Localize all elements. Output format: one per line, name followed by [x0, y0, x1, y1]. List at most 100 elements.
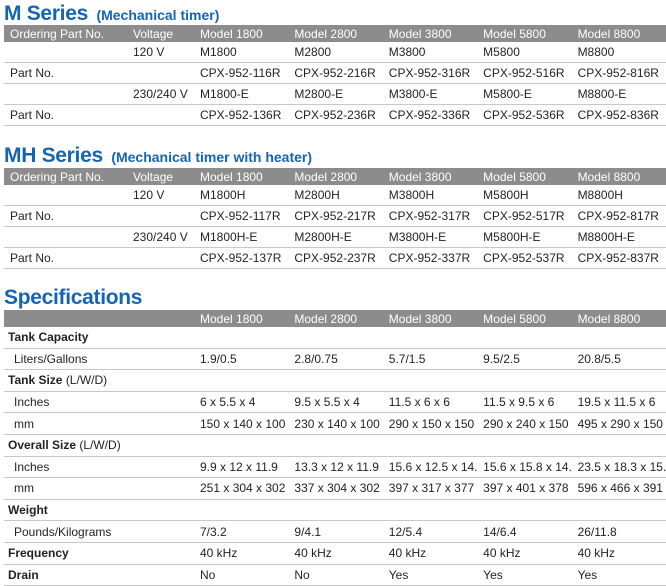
voltage-cell: [119, 205, 194, 227]
table-cell: Yes: [382, 564, 478, 586]
table-cell: CPX-952-336R: [382, 104, 478, 126]
column-header: Model 2800: [288, 25, 383, 42]
row-label: mm: [4, 412, 194, 435]
voltage-cell: 120 V: [119, 185, 194, 206]
table-row: 230/240 V M1800-E M2800-E M3800-E M5800-E M88…: [4, 83, 666, 105]
mh-series-subtitle: (Mechanical timer with heater): [111, 149, 313, 165]
table-cell: 40 kHz: [477, 542, 572, 565]
table-cell: 9.9 x 12 x 11.9: [194, 456, 289, 479]
table-cell: CPX-952-516R: [477, 62, 572, 84]
table-row: Drain No No Yes Yes Yes: [4, 564, 666, 586]
table-cell: 337 x 304 x 302: [288, 477, 383, 500]
table-cell: M2800-E: [288, 83, 383, 105]
table-cell: 596 x 466 x 391: [571, 477, 666, 500]
column-header: Model 2800: [288, 310, 383, 327]
table-cell: CPX-952-217R: [288, 205, 383, 227]
table-cell: 23.5 x 18.3 x 15.4: [571, 456, 666, 479]
group-row: Overall Size (L/W/D): [4, 434, 666, 457]
empty-header-cell: [119, 310, 194, 327]
table-cell: CPX-952-317R: [382, 205, 478, 227]
row-label: Part No.: [4, 247, 119, 269]
table-row: Part No. CPX-952-116R CPX-952-216R CPX-952-…: [4, 62, 666, 84]
table-cell: 230 x 140 x 100: [288, 412, 383, 435]
row-label: [4, 226, 119, 248]
column-header: Model 3800: [382, 168, 478, 185]
table-cell: M8800: [571, 42, 666, 63]
table-cell: CPX-952-817R: [571, 205, 666, 227]
row-label: Frequency: [4, 542, 194, 565]
column-header: Model 3800: [382, 310, 478, 327]
group-row: Weight: [4, 499, 666, 522]
table-cell: 150 x 140 x 100: [194, 412, 289, 435]
row-label: mm: [4, 477, 194, 500]
table-cell: 11.5 x 6 x 6: [382, 391, 478, 414]
table-cell: M8800H: [571, 185, 666, 206]
table-cell: CPX-952-137R: [194, 247, 289, 269]
table-cell: CPX-952-816R: [571, 62, 666, 84]
group-unit: (L/W/D): [65, 373, 108, 388]
column-header: Voltage: [119, 168, 194, 185]
table-row: mm 251 x 304 x 302 337 x 304 x 302 397 x 31…: [4, 477, 666, 500]
column-header: Model 1800: [194, 310, 289, 327]
table-cell: 40 kHz: [288, 542, 383, 565]
table-cell: M5800H: [477, 185, 572, 206]
row-label: Pounds/Kilograms: [4, 520, 194, 543]
row-label: Inches: [4, 391, 194, 414]
table-cell: M3800-E: [382, 83, 478, 105]
column-header: Ordering Part No.: [4, 168, 119, 185]
table-cell: CPX-952-237R: [288, 247, 383, 269]
table-row: Liters/Gallons 1.9/0.5 2.8/0.75 5.7/1.5 9.5/…: [4, 348, 666, 371]
table-cell: CPX-952-337R: [382, 247, 478, 269]
table-cell: 2.8/0.75: [288, 348, 383, 371]
group-label: Overall Size (L/W/D): [4, 434, 666, 457]
table-cell: 20.8/5.5: [571, 348, 666, 371]
table-cell: M1800-E: [194, 83, 289, 105]
table-row: Inches 6 x 5.5 x 4 9.5 x 5.5 x 4 11.5 x 6 x…: [4, 391, 666, 414]
table-cell: 397 x 317 x 377: [382, 477, 478, 500]
table-cell: 19.5 x 11.5 x 6: [571, 391, 666, 414]
header-row: Ordering Part No. Voltage Model 1800 Model …: [4, 25, 666, 42]
group-title: Weight: [8, 503, 48, 518]
m-series-table: Ordering Part No. Voltage Model 1800 Model …: [4, 25, 666, 126]
mh-series-heading: MH Series (Mechanical timer with heater): [4, 144, 312, 168]
table-cell: M1800H-E: [194, 226, 289, 248]
empty-header-cell: [4, 310, 119, 327]
table-cell: M3800H-E: [382, 226, 478, 248]
table-cell: CPX-952-216R: [288, 62, 383, 84]
table-cell: M8800-E: [571, 83, 666, 105]
table-row: Frequency 40 kHz 40 kHz 40 kHz 40 kHz 40 kHz: [4, 542, 666, 565]
table-cell: CPX-952-316R: [382, 62, 478, 84]
table-cell: M5800H-E: [477, 226, 572, 248]
table-row: 230/240 V M1800H-E M2800H-E M3800H-E M5800H-…: [4, 226, 666, 248]
table-cell: M3800: [382, 42, 478, 63]
group-label: Weight: [4, 499, 666, 522]
row-label: Inches: [4, 456, 194, 479]
voltage-cell: [119, 62, 194, 84]
voltage-cell: 120 V: [119, 42, 194, 63]
column-header: Model 8800: [571, 25, 666, 42]
column-header: Model 1800: [194, 168, 289, 185]
table-cell: CPX-952-537R: [477, 247, 572, 269]
table-cell: M8800H-E: [571, 226, 666, 248]
table-cell: CPX-952-117R: [194, 205, 289, 227]
table-cell: M2800H: [288, 185, 383, 206]
row-label: [4, 42, 119, 63]
table-cell: 6 x 5.5 x 4: [194, 391, 289, 414]
table-cell: M3800H: [382, 185, 478, 206]
row-label: Part No.: [4, 205, 119, 227]
table-cell: 397 x 401 x 378: [477, 477, 572, 500]
column-header: Model 1800: [194, 25, 289, 42]
table-cell: 251 x 304 x 302: [194, 477, 289, 500]
column-header: Model 8800: [571, 168, 666, 185]
header-row: Model 1800 Model 2800 Model 3800 Model 5800…: [4, 310, 666, 327]
header-row: Ordering Part No. Voltage Model 1800 Model …: [4, 168, 666, 185]
group-row: Tank Size (L/W/D): [4, 369, 666, 392]
table-cell: 12/5.4: [382, 520, 478, 543]
m-series-heading: M Series (Mechanical timer): [4, 2, 219, 26]
table-cell: 40 kHz: [194, 542, 289, 565]
table-cell: CPX-952-837R: [571, 247, 666, 269]
table-row: Part No. CPX-952-137R CPX-952-237R CPX-952-…: [4, 247, 666, 269]
specifications-title: Specifications: [4, 286, 143, 309]
table-cell: 290 x 240 x 150: [477, 412, 572, 435]
voltage-cell: [119, 247, 194, 269]
